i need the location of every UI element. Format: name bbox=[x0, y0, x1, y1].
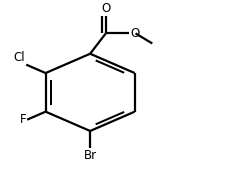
Text: O: O bbox=[101, 2, 110, 15]
Text: Cl: Cl bbox=[14, 51, 25, 64]
Text: O: O bbox=[130, 27, 140, 40]
Text: Br: Br bbox=[83, 149, 97, 162]
Text: F: F bbox=[19, 113, 26, 126]
